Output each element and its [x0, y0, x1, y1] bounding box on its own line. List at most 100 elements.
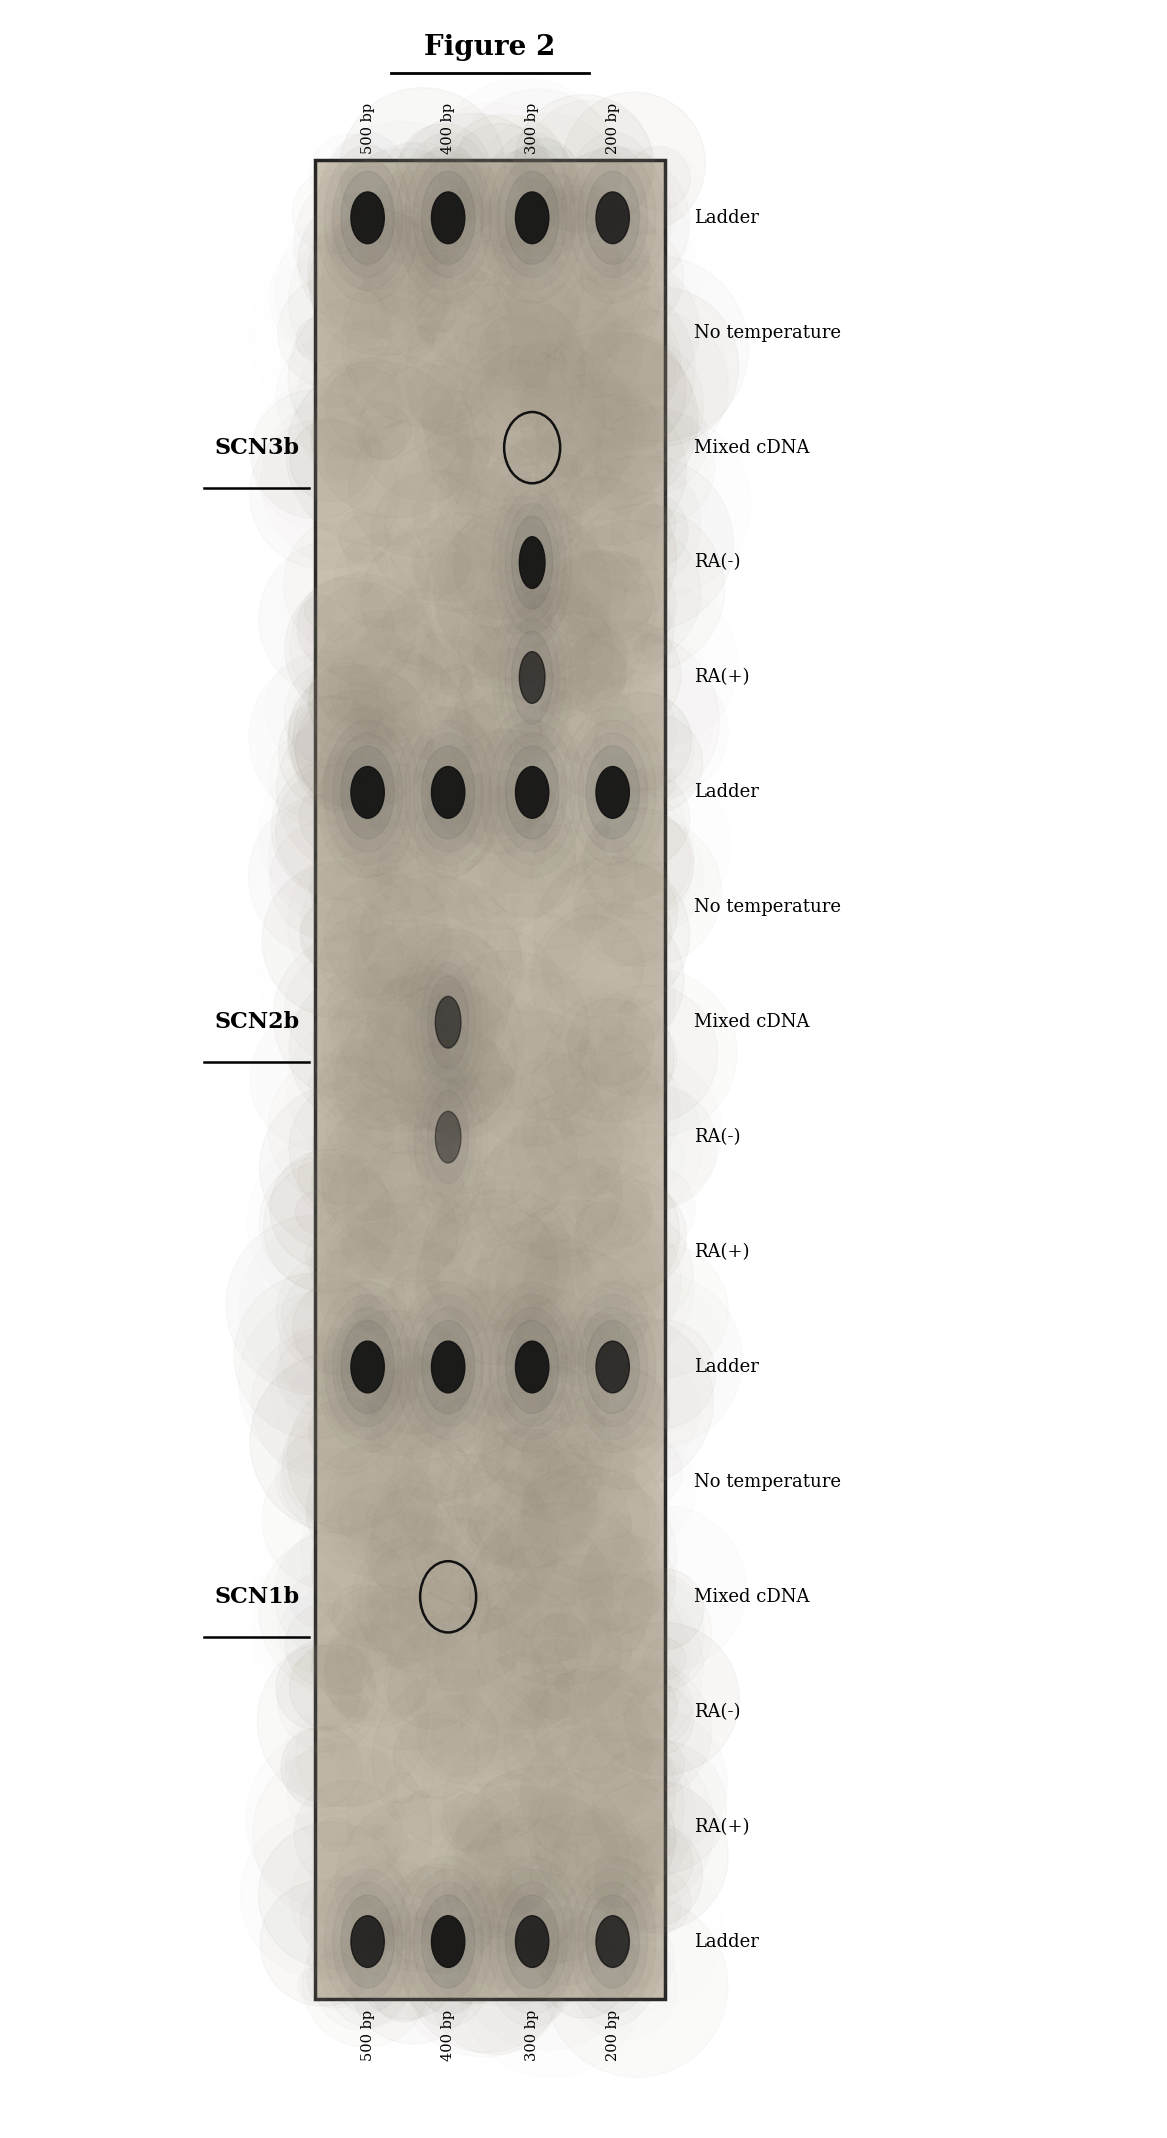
Circle shape: [533, 1666, 662, 1794]
FancyBboxPatch shape: [592, 436, 634, 458]
Ellipse shape: [516, 768, 548, 819]
Circle shape: [428, 1916, 517, 2003]
Circle shape: [508, 443, 540, 475]
Circle shape: [417, 770, 447, 800]
FancyBboxPatch shape: [592, 1011, 634, 1033]
Circle shape: [550, 1082, 603, 1135]
Circle shape: [530, 821, 638, 930]
Circle shape: [377, 834, 459, 915]
Circle shape: [350, 877, 522, 1048]
Circle shape: [453, 1766, 629, 1943]
Circle shape: [250, 1351, 432, 1533]
Ellipse shape: [578, 733, 648, 851]
Circle shape: [364, 866, 411, 913]
Circle shape: [602, 714, 703, 812]
Circle shape: [413, 1505, 512, 1606]
Circle shape: [511, 1167, 560, 1217]
Circle shape: [506, 586, 552, 633]
Text: No temperature: No temperature: [694, 323, 841, 342]
Circle shape: [585, 1313, 620, 1349]
FancyBboxPatch shape: [511, 1471, 553, 1492]
Circle shape: [440, 1454, 511, 1524]
Text: Mixed cDNA: Mixed cDNA: [694, 438, 810, 458]
Circle shape: [453, 496, 589, 633]
Circle shape: [347, 1627, 392, 1672]
Circle shape: [631, 1738, 684, 1790]
Circle shape: [439, 430, 584, 573]
Circle shape: [259, 1822, 405, 1969]
Circle shape: [484, 1608, 504, 1629]
Circle shape: [506, 969, 552, 1016]
Ellipse shape: [519, 537, 545, 588]
Circle shape: [364, 973, 496, 1103]
Circle shape: [419, 325, 436, 342]
Circle shape: [399, 924, 566, 1090]
Ellipse shape: [413, 1881, 483, 2001]
Circle shape: [275, 1644, 362, 1730]
Circle shape: [319, 1817, 354, 1852]
Circle shape: [575, 1180, 686, 1291]
Circle shape: [413, 1073, 551, 1210]
Ellipse shape: [432, 1916, 464, 1967]
Circle shape: [364, 924, 511, 1071]
Circle shape: [504, 680, 509, 684]
Circle shape: [324, 622, 344, 641]
Circle shape: [516, 173, 588, 246]
Circle shape: [595, 1822, 703, 1928]
Circle shape: [438, 1249, 454, 1266]
Circle shape: [314, 584, 415, 684]
Circle shape: [589, 1169, 608, 1189]
Circle shape: [259, 1084, 429, 1253]
Circle shape: [396, 810, 414, 830]
FancyBboxPatch shape: [427, 1471, 469, 1492]
Text: 500 bp: 500 bp: [361, 2010, 375, 2061]
Circle shape: [480, 314, 555, 389]
Circle shape: [340, 88, 505, 254]
Circle shape: [383, 1618, 429, 1666]
Circle shape: [354, 673, 419, 740]
FancyBboxPatch shape: [511, 667, 553, 688]
Circle shape: [403, 981, 504, 1084]
Circle shape: [575, 1781, 728, 1933]
Circle shape: [440, 1413, 499, 1473]
Circle shape: [326, 1589, 487, 1749]
Circle shape: [322, 1323, 390, 1392]
Circle shape: [612, 492, 689, 571]
Circle shape: [474, 1798, 638, 1963]
Circle shape: [263, 862, 419, 1018]
Circle shape: [320, 915, 404, 998]
Circle shape: [608, 1514, 631, 1537]
Circle shape: [399, 1026, 505, 1133]
Text: 300 bp: 300 bp: [525, 2010, 539, 2061]
Circle shape: [361, 528, 506, 673]
Circle shape: [418, 1695, 498, 1777]
Circle shape: [462, 693, 541, 772]
Circle shape: [412, 513, 510, 611]
Circle shape: [453, 1334, 553, 1435]
FancyBboxPatch shape: [347, 323, 389, 344]
Circle shape: [468, 239, 513, 286]
Circle shape: [289, 1075, 434, 1221]
Circle shape: [531, 902, 684, 1056]
Circle shape: [382, 1907, 411, 1935]
Text: RA(-): RA(-): [694, 1129, 741, 1146]
Circle shape: [496, 945, 522, 971]
Ellipse shape: [421, 746, 475, 838]
FancyBboxPatch shape: [315, 160, 665, 1999]
Circle shape: [380, 295, 399, 314]
Circle shape: [520, 331, 698, 509]
Circle shape: [372, 1670, 553, 1849]
Circle shape: [362, 417, 405, 460]
Circle shape: [309, 1396, 382, 1469]
Circle shape: [499, 996, 510, 1007]
Circle shape: [434, 505, 610, 680]
Ellipse shape: [341, 1321, 394, 1413]
Circle shape: [478, 1565, 631, 1717]
Circle shape: [371, 470, 501, 601]
Text: 500 bp: 500 bp: [361, 103, 375, 154]
Text: 200 bp: 200 bp: [606, 103, 620, 154]
Text: No temperature: No temperature: [694, 898, 841, 917]
FancyBboxPatch shape: [592, 1702, 634, 1723]
Circle shape: [457, 626, 510, 680]
Circle shape: [348, 902, 383, 939]
